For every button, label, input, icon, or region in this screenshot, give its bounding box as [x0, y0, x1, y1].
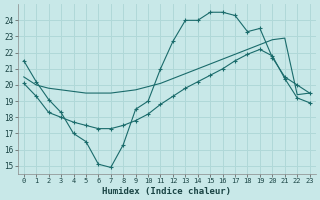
X-axis label: Humidex (Indice chaleur): Humidex (Indice chaleur)	[102, 187, 231, 196]
